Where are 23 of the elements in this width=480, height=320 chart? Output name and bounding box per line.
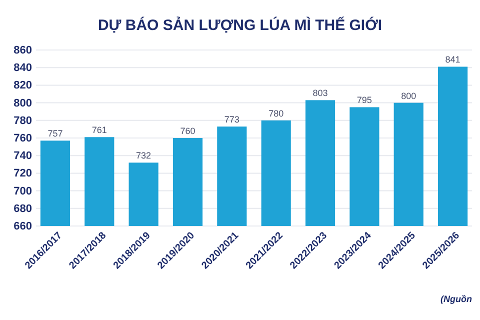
y-tick-label: 840 — [14, 62, 32, 74]
y-tick-label: 660 — [14, 220, 32, 233]
y-tick-label: 720 — [14, 168, 32, 180]
data-label: 732 — [136, 150, 152, 161]
data-label: 803 — [312, 88, 328, 98]
data-label: 773 — [224, 114, 240, 125]
chart-title: DỰ BÁO SẢN LƯỢNG LÚA MÌ THẾ GIỚI — [98, 16, 382, 34]
data-label: 795 — [356, 95, 372, 106]
y-tick-label: 680 — [14, 202, 32, 215]
y-tick-label: 780 — [14, 114, 32, 127]
data-label: 757 — [48, 128, 63, 139]
y-tick-label: 700 — [14, 185, 32, 198]
data-label: 800 — [401, 90, 416, 101]
y-tick-label: 760 — [14, 132, 32, 145]
y-tick-label: 820 — [14, 80, 32, 92]
y-tick-label: 740 — [14, 150, 32, 162]
data-label: 841 — [445, 54, 460, 65]
data-label: 760 — [180, 126, 196, 136]
data-label: 761 — [92, 125, 107, 136]
data-label: 780 — [268, 108, 284, 118]
y-tick-label: 800 — [14, 97, 32, 110]
text: (Nguồn — [440, 294, 472, 304]
y-tick-label: 860 — [14, 44, 32, 57]
